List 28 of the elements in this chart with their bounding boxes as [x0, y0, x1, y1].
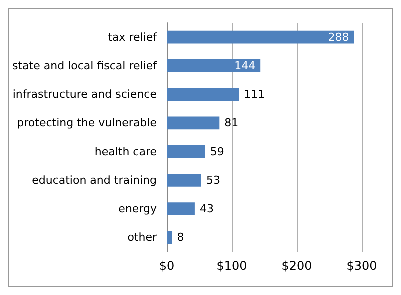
- x-tick-label: $300: [346, 259, 378, 273]
- data-label: 8: [177, 231, 184, 244]
- bar: [167, 30, 354, 44]
- bar: [167, 174, 202, 187]
- y-tick-label: health care: [94, 145, 158, 158]
- bar: [167, 231, 172, 244]
- y-tick-label: state and local fiscal relief: [12, 59, 158, 72]
- data-label: 288: [328, 30, 350, 44]
- x-tick-label: $200: [282, 259, 312, 273]
- y-tick-label: education and training: [32, 174, 157, 187]
- y-tick-label: other: [128, 231, 158, 244]
- bar: [167, 145, 206, 158]
- y-tick-label: tax relief: [108, 30, 158, 44]
- y-tick-label: energy: [118, 202, 158, 216]
- bar: [167, 116, 220, 130]
- bar: [167, 202, 195, 216]
- x-tick-label: $0: [159, 259, 175, 273]
- bar: [167, 59, 261, 72]
- x-tick-label: $100: [216, 259, 248, 273]
- y-tick-label: protecting the vulnerable: [17, 116, 158, 130]
- data-label: 81: [224, 116, 239, 130]
- bar: [167, 88, 240, 102]
- data-label: 111: [244, 88, 266, 102]
- y-tick-label: infrastructure and science: [12, 88, 158, 102]
- data-label: 144: [234, 59, 256, 72]
- data-label: 43: [200, 202, 214, 216]
- data-label: 59: [210, 145, 224, 158]
- data-label: 53: [206, 174, 220, 187]
